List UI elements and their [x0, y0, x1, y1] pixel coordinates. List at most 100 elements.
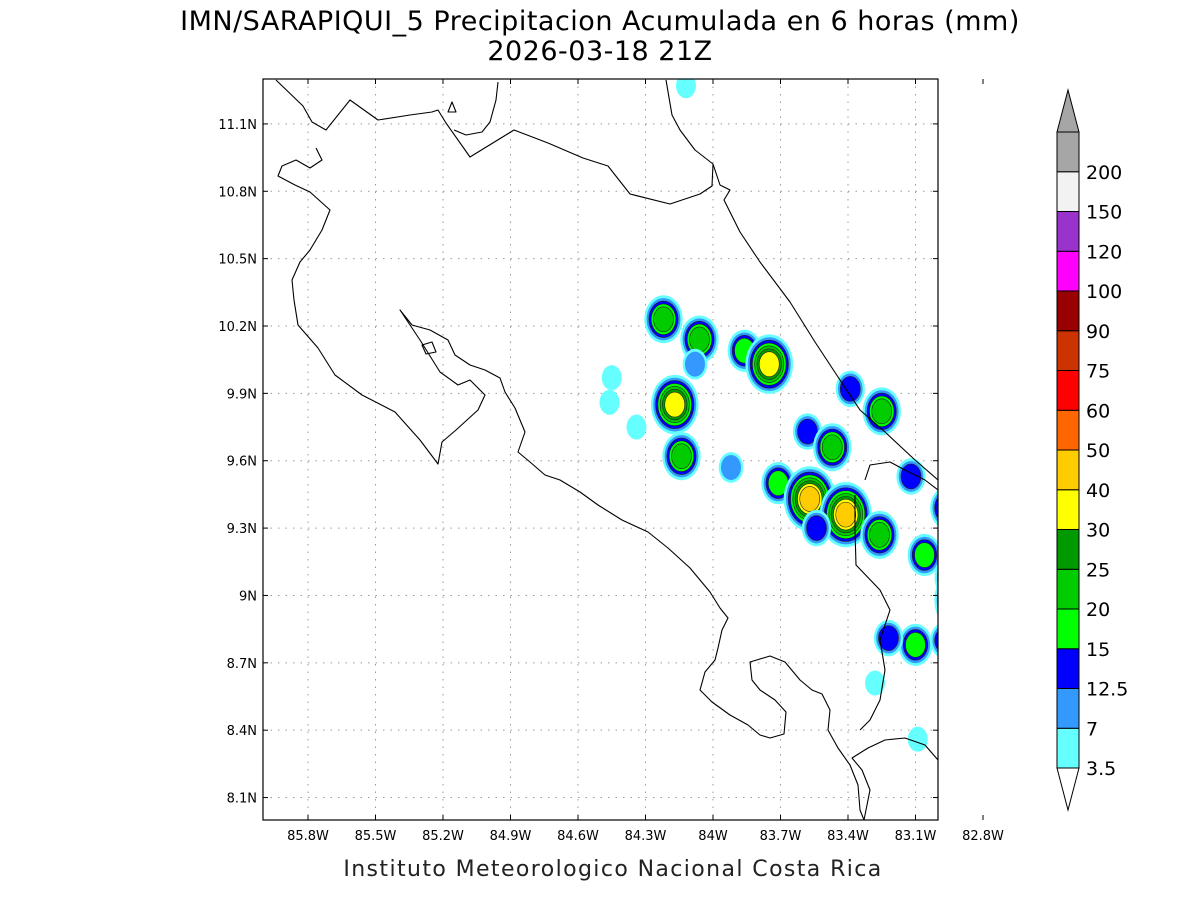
- precip-contour-25: [986, 692, 1011, 723]
- precip-contour-12.5: [939, 559, 968, 596]
- y-tick-label: 9.6N: [227, 455, 257, 470]
- precip-contour-15: [905, 632, 926, 658]
- x-tick-label: 85.5W: [355, 829, 397, 844]
- precip-contour-30: [971, 514, 1005, 556]
- precip-contour-3.5: [950, 601, 988, 649]
- colorbar-swatch: [1056, 409, 1080, 451]
- precip-contour-3.5: [934, 563, 938, 592]
- precip-contour-20: [871, 398, 893, 425]
- colorbar-label: 20: [1086, 599, 1110, 621]
- precip-contour-30: [995, 539, 1024, 576]
- precip-cell: [865, 670, 885, 696]
- colorbar-swatch: [1056, 370, 1080, 411]
- precip-contour-12.5: [961, 502, 1013, 567]
- x-tick-label: 82.8W: [962, 829, 1004, 844]
- axis-ticks: 85.8W 85.5W 85.2W 84.9W 84.6W 84.3W 84W 83.7W 83…: [218, 79, 1004, 844]
- map-title-line1: IMN/SARAPIQUI_5 Precipitacion Acumulada …: [180, 6, 1020, 37]
- lake-shore-line: [453, 81, 499, 136]
- precip-cell: [1013, 636, 1056, 690]
- precip-contour-15: [936, 501, 938, 515]
- precip-contour-60: [978, 522, 998, 547]
- precip-contour-3.5: [1013, 636, 1056, 690]
- y-tick-label: 11.1N: [218, 118, 257, 133]
- precip-cell: [930, 624, 938, 657]
- precip-contour-15: [984, 635, 1018, 677]
- colorbar-swatch: [1056, 290, 1080, 332]
- precip-contour-12.5: [934, 630, 938, 651]
- colorbar-label: 12.5: [1086, 679, 1128, 701]
- colorbar-label: 75: [1086, 361, 1110, 383]
- precip-contour-20: [653, 306, 674, 333]
- precip-contour-12.5: [878, 625, 899, 651]
- precip-cell: [718, 452, 744, 483]
- precip-contour-20: [960, 612, 980, 637]
- x-tick-label: 84.3W: [625, 829, 667, 844]
- colorbar-swatch: [1056, 330, 1080, 371]
- precip-contour-3.5: [626, 414, 647, 440]
- precip-contour-20: [821, 434, 843, 461]
- precip-cell: [601, 365, 622, 391]
- bocas-coast-line: [864, 461, 938, 491]
- precip-cell: [860, 510, 899, 559]
- precip-contour-15: [914, 542, 935, 568]
- burica-coast-line: [851, 737, 938, 820]
- precip-cell: [599, 389, 620, 415]
- coastlines-and-borders: [275, 79, 938, 820]
- precip-cell: [745, 334, 794, 394]
- caribbean-coast-line: [665, 79, 938, 481]
- precip-contour-7: [980, 629, 1023, 683]
- precip-cell: [977, 626, 1025, 686]
- precip-contour-20: [1022, 647, 1047, 678]
- precip-contour-12.5: [955, 606, 984, 643]
- precip-contour-7: [1016, 639, 1054, 687]
- precip-contour-3.5: [934, 583, 938, 617]
- precip-cell: [982, 522, 1039, 593]
- precip-contour-20: [869, 522, 890, 548]
- precip-contour-12.5: [839, 376, 861, 402]
- colorbar-label: 30: [1086, 520, 1110, 542]
- colorbar-label: 7: [1086, 718, 1098, 740]
- precip-contour-20: [671, 443, 692, 470]
- precip-contour-7: [1018, 576, 1056, 624]
- colorbar-label: 50: [1086, 440, 1110, 462]
- x-tick-label: 83.1W: [895, 829, 937, 844]
- precip-contour-20: [689, 326, 710, 353]
- precip-contour-7: [721, 454, 741, 480]
- y-tick-label: 10.2N: [218, 320, 257, 335]
- precip-contour-50: [1000, 545, 1020, 570]
- colorbar-label: 25: [1086, 559, 1110, 581]
- precip-contour-15: [1020, 645, 1049, 682]
- x-tick-label: 85.8W: [287, 829, 329, 844]
- precip-contour-20: [944, 579, 978, 621]
- precip-cell: [975, 678, 1023, 738]
- precip-contour-20: [1025, 585, 1050, 616]
- precip-contour-3.5: [1007, 619, 1041, 661]
- precip-cell: [896, 458, 926, 495]
- colorbar-swatch: [1056, 171, 1080, 212]
- precip-contour-25: [993, 536, 1027, 578]
- precip-cell: [801, 509, 832, 547]
- precip-cell: [898, 623, 933, 666]
- colorbar-label: 3.5: [1086, 758, 1116, 780]
- precip-contour-7: [685, 351, 705, 377]
- y-tick-label: 9.9N: [227, 387, 257, 402]
- colorbar-label: 100: [1086, 281, 1122, 303]
- precip-cell: [950, 601, 988, 649]
- precip-cell: [1016, 573, 1059, 627]
- precip-cell: [934, 573, 982, 627]
- island-outline: [447, 101, 457, 113]
- colorbar-swatch: [1056, 529, 1080, 570]
- y-tick-label: 9N: [239, 589, 257, 604]
- colorbar-swatch: [1056, 449, 1080, 491]
- precip-contour-3.5: [907, 726, 928, 752]
- precip-cell: [835, 370, 865, 408]
- colorbar-swatch: [1056, 648, 1080, 689]
- precip-contour-12.5: [939, 573, 982, 627]
- colorbar-label: 120: [1086, 241, 1122, 263]
- colorbar-swatch: [1056, 489, 1080, 530]
- precip-contour-25: [1025, 650, 1045, 675]
- colorbar-label: 200: [1086, 162, 1122, 184]
- precip-cell: [907, 533, 938, 577]
- precip-contour-12.5: [934, 496, 938, 519]
